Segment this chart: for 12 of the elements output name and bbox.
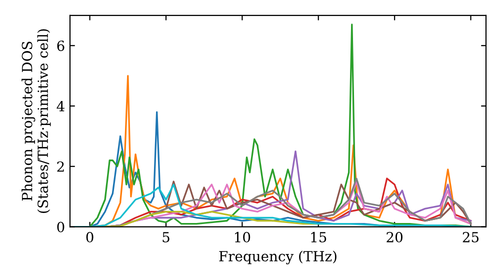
x-tick-label: 25 — [462, 232, 479, 242]
x-tick-label: 15 — [311, 232, 326, 242]
x-tick-label: 20 — [386, 232, 402, 242]
y-tick-label: 0 — [57, 222, 64, 232]
y-tick-label: 2 — [57, 161, 64, 172]
x-tick-label: 10 — [235, 232, 250, 242]
x-tick-label: 0 — [86, 232, 94, 242]
x-axis-title: Frequency (THz) — [219, 250, 336, 264]
x-tick-label: 5 — [162, 232, 170, 242]
y-tick-label: 4 — [56, 100, 64, 112]
y-axis-title: Phonon projected DOS (States/THz·primitive cell) — [22, 29, 51, 213]
y-tick-label: 6 — [57, 40, 64, 52]
